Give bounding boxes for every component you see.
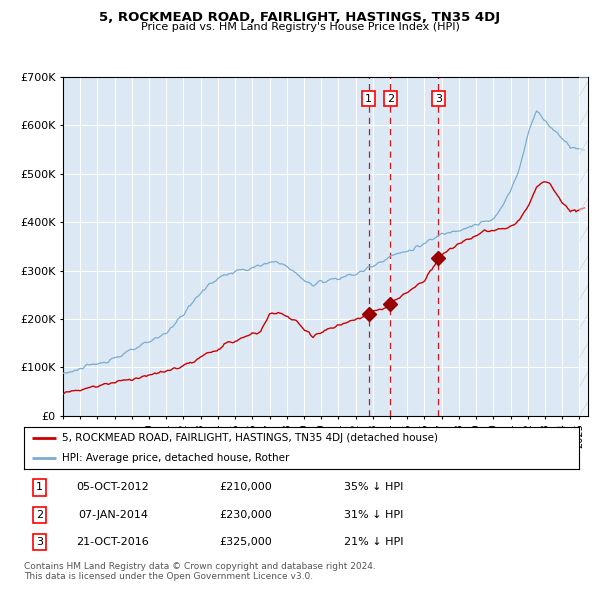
- Text: Contains HM Land Registry data © Crown copyright and database right 2024.: Contains HM Land Registry data © Crown c…: [24, 562, 376, 571]
- Text: 31% ↓ HPI: 31% ↓ HPI: [344, 510, 403, 520]
- Text: £325,000: £325,000: [220, 537, 272, 547]
- Text: Price paid vs. HM Land Registry's House Price Index (HPI): Price paid vs. HM Land Registry's House …: [140, 22, 460, 32]
- Text: 07-JAN-2014: 07-JAN-2014: [78, 510, 148, 520]
- Text: 2: 2: [387, 93, 394, 103]
- Text: 2: 2: [36, 510, 43, 520]
- Text: 3: 3: [36, 537, 43, 547]
- Text: 5, ROCKMEAD ROAD, FAIRLIGHT, HASTINGS, TN35 4DJ (detached house): 5, ROCKMEAD ROAD, FAIRLIGHT, HASTINGS, T…: [62, 433, 438, 443]
- Text: 21-OCT-2016: 21-OCT-2016: [76, 537, 149, 547]
- Text: 1: 1: [365, 93, 372, 103]
- Text: HPI: Average price, detached house, Rother: HPI: Average price, detached house, Roth…: [62, 454, 289, 463]
- Text: This data is licensed under the Open Government Licence v3.0.: This data is licensed under the Open Gov…: [24, 572, 313, 581]
- Text: 21% ↓ HPI: 21% ↓ HPI: [344, 537, 403, 547]
- Text: 1: 1: [36, 483, 43, 493]
- Bar: [580, 77, 588, 416]
- Text: 3: 3: [435, 93, 442, 103]
- Text: 35% ↓ HPI: 35% ↓ HPI: [344, 483, 403, 493]
- Text: £210,000: £210,000: [220, 483, 272, 493]
- Text: 05-OCT-2012: 05-OCT-2012: [76, 483, 149, 493]
- Text: £230,000: £230,000: [220, 510, 272, 520]
- Text: 5, ROCKMEAD ROAD, FAIRLIGHT, HASTINGS, TN35 4DJ: 5, ROCKMEAD ROAD, FAIRLIGHT, HASTINGS, T…: [100, 11, 500, 24]
